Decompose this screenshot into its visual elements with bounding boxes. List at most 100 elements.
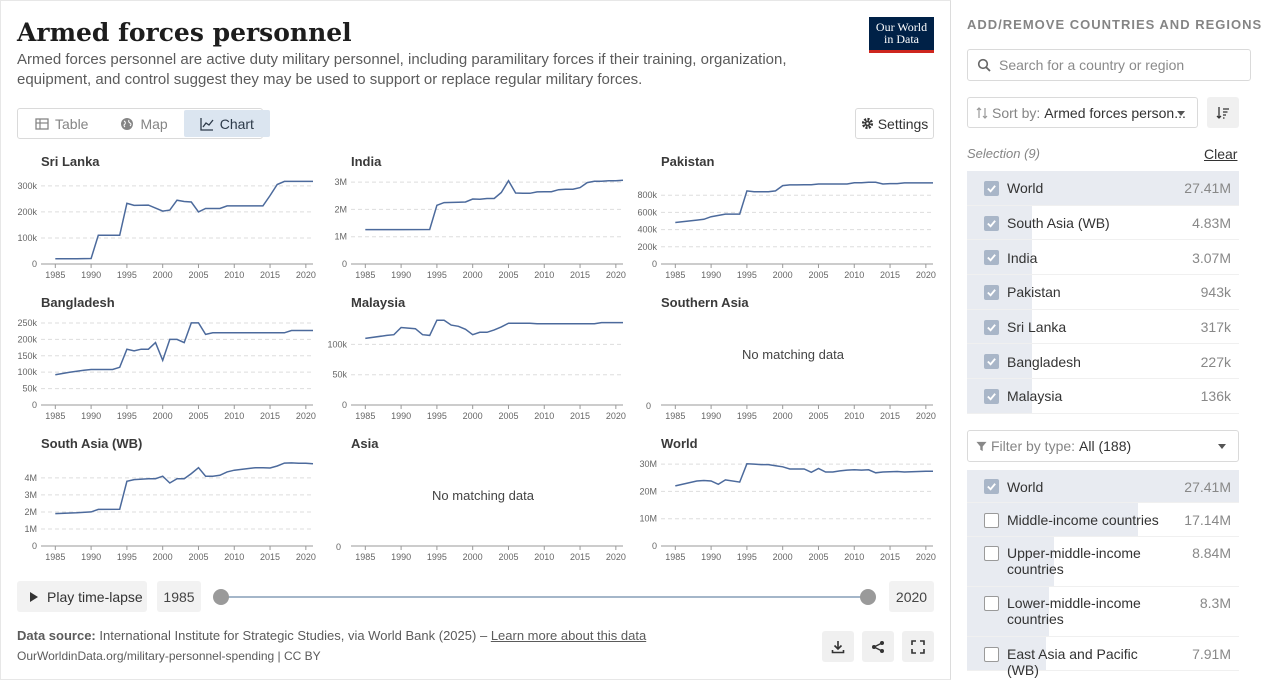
entity-checkbox[interactable]	[984, 512, 999, 528]
entity-checkbox[interactable]	[984, 388, 999, 404]
clear-button[interactable]: Clear	[1204, 146, 1238, 162]
x-tick-label: 2000	[153, 552, 173, 562]
entity-name: Sri Lanka	[1007, 319, 1067, 336]
y-tick-label: 2M	[24, 507, 37, 517]
y-tick-label: 150k	[17, 351, 37, 361]
x-tick-label: 1990	[391, 552, 411, 562]
entity-name: India	[1007, 249, 1038, 266]
download-button[interactable]	[822, 631, 854, 662]
entity-row[interactable]: East Asia and Pacific (WB) 7.91M	[967, 637, 1239, 678]
value-bar	[967, 470, 1239, 502]
y-tick-label: 50k	[332, 370, 347, 380]
entity-checkbox[interactable]	[984, 479, 999, 494]
sort-select[interactable]: Sort by: Armed forces person...	[967, 97, 1198, 128]
sort-order-button[interactable]	[1207, 97, 1239, 128]
learn-more-link[interactable]: Learn more about this data	[490, 628, 647, 643]
panel-title-pakistan: Pakistan	[661, 154, 715, 169]
y-tick-label: 0	[646, 401, 651, 411]
source-label: Data source:	[17, 628, 96, 643]
start-year-label: 1985	[157, 581, 201, 612]
entity-name: Upper-middle-income countries	[1007, 545, 1141, 577]
x-tick-label: 2020	[296, 270, 316, 280]
check-icon	[987, 185, 996, 193]
x-tick-label: 2015	[880, 552, 900, 562]
entity-row[interactable]: Upper-middle-income countries 8.84M	[967, 537, 1239, 587]
x-tick-label: 2015	[880, 411, 900, 421]
entity-checkbox[interactable]	[984, 596, 999, 611]
small-multiples-chart: Sri Lanka 1985 1990 1995 2000 2005 2010 2015 202…	[17, 154, 936, 562]
download-icon	[831, 640, 845, 653]
entity-row[interactable]: Sri Lanka 317k	[967, 309, 1239, 345]
tab-table[interactable]: Table	[19, 110, 104, 137]
timeline-start-handle[interactable]	[213, 589, 229, 605]
x-tick-label: 2020	[916, 411, 936, 421]
entity-checkbox[interactable]	[984, 546, 999, 561]
x-tick-label: 1995	[737, 552, 757, 562]
chart-icon	[200, 117, 214, 131]
share-button[interactable]	[862, 631, 894, 662]
entity-checkbox[interactable]	[984, 284, 999, 300]
x-tick-label: 1985	[355, 411, 375, 421]
entity-row[interactable]: World 27.41M	[967, 171, 1239, 206]
x-tick-label: 2020	[296, 552, 316, 562]
entity-row[interactable]: World 27.41M	[967, 470, 1239, 503]
x-tick-label: 1990	[701, 270, 721, 280]
value-bar	[967, 344, 1033, 379]
x-tick-label: 2010	[844, 552, 864, 562]
entity-checkbox[interactable]	[984, 354, 999, 370]
x-tick-label: 2010	[534, 270, 554, 280]
table-icon	[35, 117, 49, 130]
x-tick-label: 2005	[498, 411, 518, 421]
sort-arrows-icon	[976, 106, 988, 119]
entity-row[interactable]: Malaysia 136k	[967, 379, 1239, 414]
page-title: Armed forces personnel	[17, 18, 352, 47]
x-tick-label: 2015	[570, 552, 590, 562]
entity-checkbox[interactable]	[984, 319, 999, 335]
entity-checkbox[interactable]	[984, 180, 999, 196]
no-data-message: No matching data	[742, 347, 845, 362]
entity-checkbox[interactable]	[984, 215, 999, 231]
play-timelapse-button[interactable]: Play time-lapse	[17, 581, 147, 612]
x-tick-label: 2000	[153, 270, 173, 280]
entity-row[interactable]: South Asia (WB) 4.83M	[967, 205, 1239, 241]
x-tick-label: 1995	[117, 411, 137, 421]
search-input[interactable]: Search for a country or region	[967, 49, 1251, 81]
filter-select[interactable]: Filter by type: All (188)	[967, 430, 1239, 462]
entity-row[interactable]: Pakistan 943k	[967, 275, 1239, 310]
fullscreen-button[interactable]	[902, 631, 934, 662]
x-tick-label: 2015	[880, 270, 900, 280]
entity-list: World 27.41M Middle-income countries 17.14M…	[967, 470, 1239, 680]
entity-row[interactable]: Lower-middle-income countries 8.3M	[967, 587, 1239, 637]
entity-row[interactable]: Middle-income countries 17.14M	[967, 503, 1239, 537]
x-tick-label: 2000	[773, 552, 793, 562]
check-icon	[987, 254, 996, 262]
settings-button[interactable]: Settings	[855, 108, 934, 139]
series-line-world	[675, 463, 933, 487]
entity-name: East Asia and Pacific (WB)	[1007, 646, 1138, 678]
entity-checkbox[interactable]	[984, 250, 999, 266]
filter-icon	[976, 441, 987, 451]
value-bar	[967, 637, 1046, 670]
x-tick-label: 2015	[260, 411, 280, 421]
y-tick-label: 0	[32, 541, 37, 551]
panel-title-bangladesh: Bangladesh	[41, 295, 115, 310]
entity-value: 4.83M	[1192, 215, 1231, 232]
entity-row[interactable]: India 3.07M	[967, 240, 1239, 276]
y-tick-label: 250k	[17, 318, 37, 328]
x-tick-label: 1985	[355, 270, 375, 280]
chart-url[interactable]: OurWorldinData.org/military-personnel-sp…	[17, 649, 321, 663]
x-tick-label: 1985	[45, 552, 65, 562]
timeline-end-handle[interactable]	[860, 589, 876, 605]
y-tick-label: 2M	[334, 204, 347, 214]
tab-map[interactable]: Map	[104, 110, 183, 137]
entity-row[interactable]: Bangladesh 227k	[967, 344, 1239, 380]
timeline-track[interactable]	[221, 596, 868, 598]
entity-value: 27.41M	[1184, 180, 1231, 197]
y-tick-label: 100k	[17, 233, 37, 243]
entity-checkbox[interactable]	[984, 646, 999, 662]
series-line-bangladesh	[55, 322, 313, 376]
tab-chart[interactable]: Chart	[183, 110, 270, 137]
x-tick-label: 1995	[427, 552, 447, 562]
check-icon	[987, 483, 996, 491]
owid-logo[interactable]: Our World in Data	[869, 17, 934, 53]
